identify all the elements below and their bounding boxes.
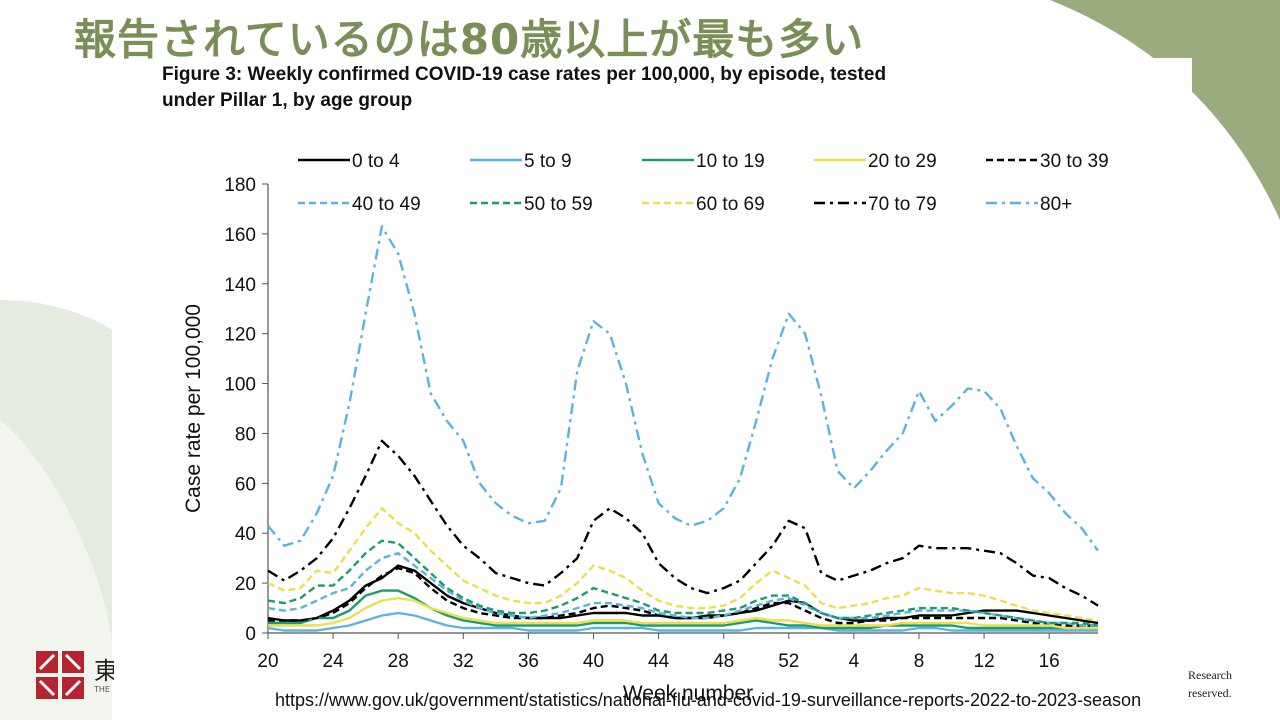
y-axis-label: Case rate per 100,000 — [182, 304, 205, 513]
legend-label-1: 5 to 9 — [524, 151, 572, 172]
logo-text: 東 — [94, 657, 114, 685]
x-tick-label: 20 — [257, 651, 278, 672]
series-line-9 — [267, 225, 1099, 552]
company-logo: 東 THE — [36, 651, 114, 703]
x-axis-label: Week number — [623, 682, 753, 705]
x-tick-label: 44 — [648, 651, 670, 672]
figure-title-line-2: under Pillar 1, by age group — [162, 90, 413, 111]
y-tick-label: 0 — [245, 624, 256, 645]
logo-subtext: THE — [94, 685, 110, 694]
figure-title-line-1: Figure 3: Weekly confirmed COVID-19 case… — [162, 64, 887, 85]
series-line-2 — [268, 589, 1098, 630]
logo-mark-icon — [36, 651, 84, 699]
y-tick-label: 60 — [235, 474, 256, 495]
x-tick-label: 40 — [583, 651, 604, 672]
series-line-5 — [267, 552, 1098, 627]
copyright-line-2: reserved. — [1188, 686, 1232, 700]
x-tick-label: 24 — [323, 651, 345, 672]
y-tick-label: 80 — [235, 424, 256, 445]
y-tick-label: 20 — [235, 574, 256, 595]
series-line-4 — [268, 566, 1098, 627]
x-tick-label: 28 — [388, 651, 409, 672]
legend-label-0: 0 to 4 — [352, 151, 400, 172]
y-tick-label: 180 — [224, 175, 256, 196]
series-line-7 — [267, 507, 1099, 622]
legend-label-5: 40 to 49 — [352, 194, 421, 215]
x-tick-label: 52 — [778, 651, 799, 672]
left-arc-inner — [0, 420, 112, 720]
legend-label-8: 70 to 79 — [868, 194, 937, 215]
figure-title: Figure 3: Weekly confirmed COVID-19 case… — [162, 62, 886, 114]
x-tick-label: 48 — [713, 651, 734, 672]
series-line-8 — [267, 439, 1099, 607]
x-tick-label: 4 — [849, 651, 860, 672]
y-tick-label: 40 — [235, 524, 256, 545]
x-tick-label: 16 — [1039, 651, 1060, 672]
legend-label-4: 30 to 39 — [1040, 151, 1109, 172]
y-tick-label: 140 — [224, 275, 256, 296]
legend-label-2: 10 to 19 — [696, 151, 765, 172]
x-tick-label: 12 — [974, 651, 995, 672]
top-right-swoosh — [1050, 0, 1280, 220]
source-url: https://www.gov.uk/government/statistics… — [275, 690, 1142, 710]
x-tick-label: 36 — [518, 651, 539, 672]
legend-label-9: 80+ — [1040, 194, 1072, 215]
copyright-notice: Research reserved. — [1188, 666, 1258, 702]
series-line-3 — [268, 596, 1098, 630]
x-tick-label: 32 — [453, 651, 474, 672]
legend-label-6: 50 to 59 — [524, 194, 593, 215]
slide-title: 報告されているのは80歳以上が最も多い — [74, 15, 865, 64]
y-tick-label: 120 — [224, 325, 256, 346]
series-line-1 — [267, 611, 1098, 632]
copyright-line-1: Research — [1188, 668, 1232, 682]
legend-label-3: 20 to 29 — [868, 151, 937, 172]
y-tick-label: 160 — [224, 225, 256, 246]
legend-label-7: 60 to 69 — [696, 194, 765, 215]
y-tick-label: 100 — [224, 375, 256, 396]
x-tick-label: 8 — [914, 651, 925, 672]
